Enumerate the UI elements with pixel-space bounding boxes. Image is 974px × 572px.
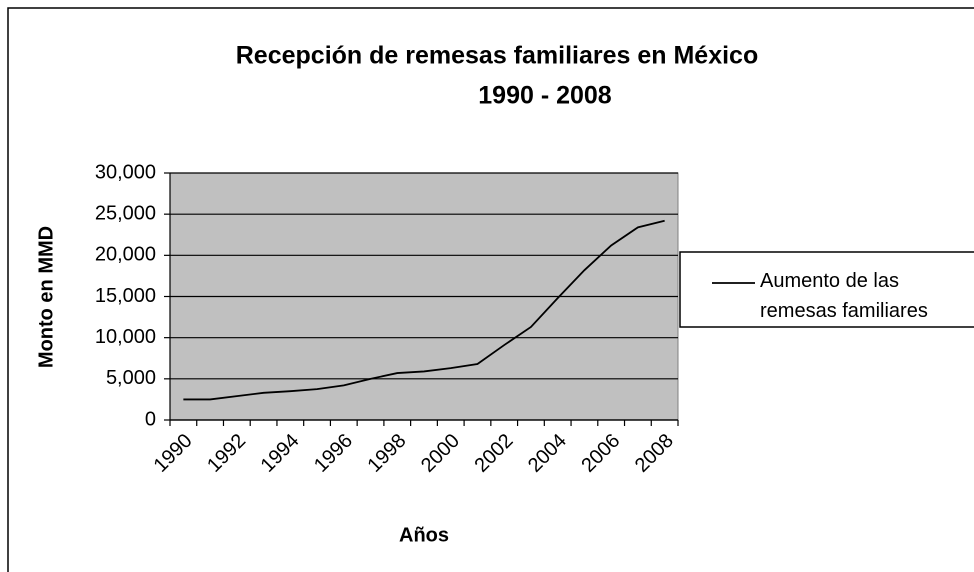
x-axis-label: Años [399, 524, 449, 546]
y-tick-label: 0 [145, 408, 156, 430]
y-tick-label: 15,000 [95, 285, 156, 307]
y-tick-label: 10,000 [95, 326, 156, 348]
chart-title: Recepción de remesas familiares en Méxic… [236, 42, 758, 70]
data-line [183, 219, 665, 401]
y-tick-label: 30,000 [95, 161, 156, 183]
y-tick-label: 25,000 [95, 202, 156, 224]
y-tick-label: 5,000 [106, 367, 156, 389]
chart-subtitle: 1990 - 2008 [478, 82, 612, 110]
legend-box [679, 251, 974, 328]
legend-label: Aumento de las remesas familiares [760, 270, 928, 322]
y-axis-label: Monto en MMD [35, 226, 57, 368]
y-tick-label: 20,000 [95, 244, 156, 266]
